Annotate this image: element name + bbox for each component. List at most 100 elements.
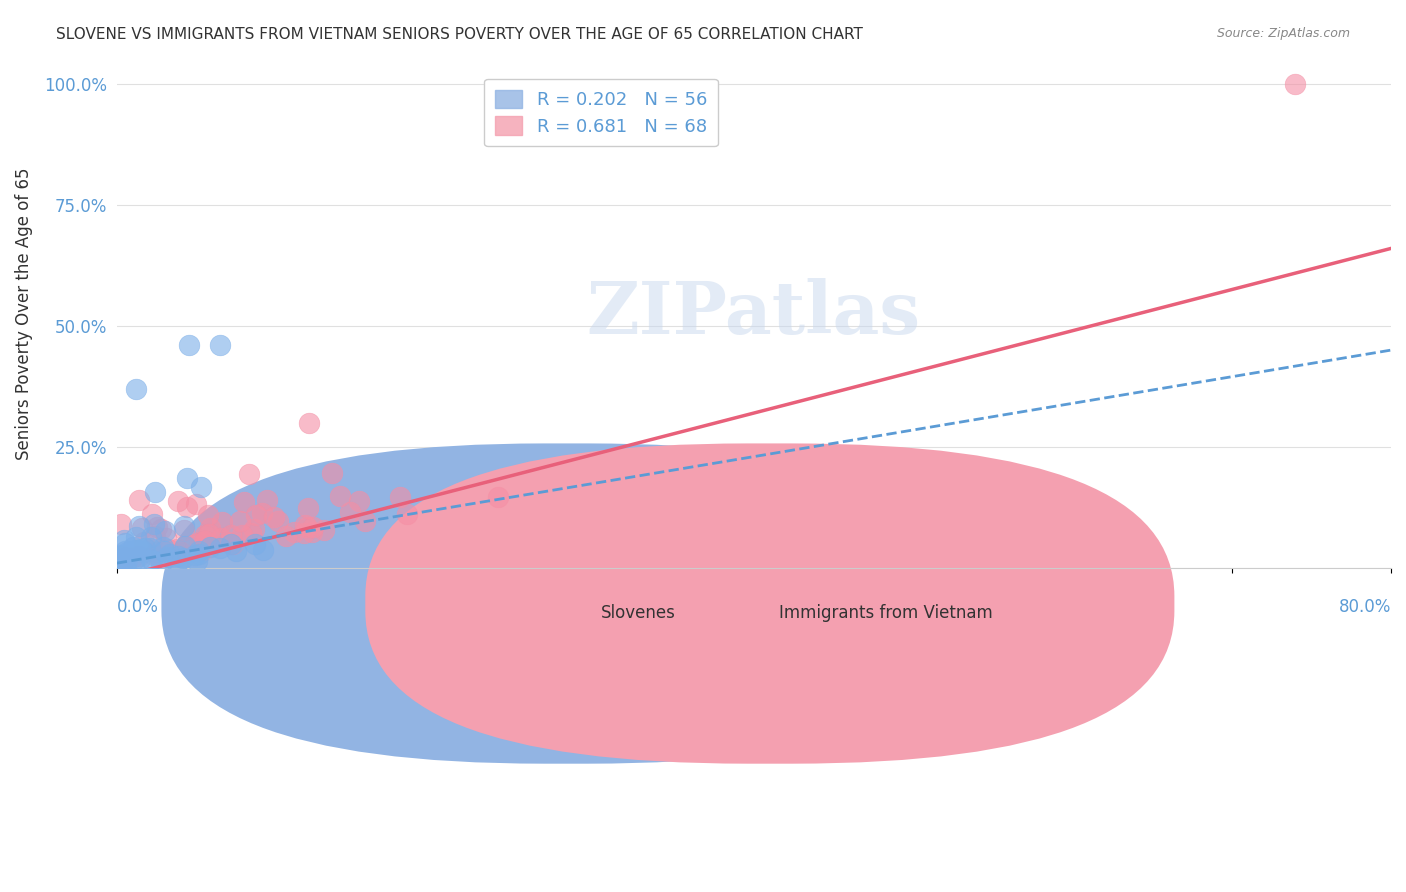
Point <box>238 467 260 482</box>
Point <box>129 552 152 566</box>
Point <box>108 553 131 567</box>
Text: SLOVENE VS IMMIGRANTS FROM VIETNAM SENIORS POVERTY OVER THE AGE OF 65 CORRELATIO: SLOVENE VS IMMIGRANTS FROM VIETNAM SENIO… <box>56 27 863 42</box>
Text: Slovenes: Slovenes <box>600 604 676 622</box>
Point <box>347 494 370 508</box>
Point <box>131 521 153 535</box>
Point <box>172 550 194 565</box>
Point <box>129 542 152 557</box>
Point <box>153 543 176 558</box>
Point <box>292 526 315 541</box>
Point <box>301 524 323 539</box>
Point <box>105 553 128 567</box>
Point <box>117 553 139 567</box>
Point <box>231 528 253 542</box>
Point <box>239 526 262 541</box>
Point <box>209 338 232 352</box>
Point <box>190 480 212 494</box>
Point <box>294 518 316 533</box>
Point <box>110 548 132 562</box>
Point <box>486 490 509 504</box>
Point <box>139 541 162 555</box>
Point <box>141 552 163 566</box>
Point <box>111 549 134 563</box>
Point <box>156 550 179 565</box>
Point <box>302 520 325 534</box>
Point <box>184 537 207 551</box>
Legend: R = 0.202   N = 56, R = 0.681   N = 68: R = 0.202 N = 56, R = 0.681 N = 68 <box>484 78 718 146</box>
Point <box>321 466 343 480</box>
Point <box>242 522 264 536</box>
Y-axis label: Seniors Poverty Over the Age of 65: Seniors Poverty Over the Age of 65 <box>15 168 32 460</box>
Point <box>267 514 290 528</box>
Point <box>219 537 242 551</box>
Point <box>339 505 361 519</box>
Point <box>314 523 336 537</box>
Point <box>208 541 231 556</box>
Point <box>174 539 197 553</box>
Point <box>173 524 195 538</box>
Point <box>122 540 145 554</box>
Point <box>114 549 136 564</box>
Text: Source: ZipAtlas.com: Source: ZipAtlas.com <box>1216 27 1350 40</box>
Point <box>107 549 129 563</box>
Point <box>198 520 221 534</box>
Point <box>110 552 132 566</box>
Point <box>176 500 198 515</box>
Point <box>114 535 136 549</box>
Point <box>229 514 252 528</box>
Point <box>166 493 188 508</box>
Point <box>184 497 207 511</box>
Point <box>124 530 146 544</box>
Point <box>188 547 211 561</box>
Point <box>225 544 247 558</box>
Point <box>134 535 156 549</box>
Point <box>127 542 149 557</box>
Point <box>396 507 419 521</box>
Point <box>153 544 176 558</box>
Point <box>166 556 188 570</box>
Point <box>177 338 200 352</box>
Point <box>125 382 148 396</box>
Point <box>173 518 195 533</box>
Point <box>193 542 215 557</box>
Point <box>298 416 321 430</box>
Point <box>170 545 193 559</box>
Point <box>122 553 145 567</box>
Point <box>159 547 181 561</box>
Text: 80.0%: 80.0% <box>1339 599 1391 616</box>
Point <box>143 517 166 532</box>
Point <box>143 548 166 562</box>
Point <box>112 533 135 547</box>
Point <box>209 532 232 546</box>
Point <box>219 528 242 542</box>
Point <box>145 545 167 559</box>
Point <box>222 537 245 551</box>
Point <box>149 558 172 572</box>
Point <box>233 495 256 509</box>
Point <box>128 518 150 533</box>
Point <box>354 514 377 528</box>
Point <box>134 541 156 555</box>
Point <box>217 535 239 549</box>
Point <box>143 529 166 543</box>
Point <box>110 517 132 532</box>
Point <box>128 493 150 508</box>
Point <box>198 540 221 554</box>
Point <box>139 530 162 544</box>
Point <box>149 523 172 537</box>
Point <box>297 500 319 515</box>
Point <box>295 519 318 533</box>
Text: 0.0%: 0.0% <box>117 599 159 616</box>
Point <box>194 533 217 548</box>
Point <box>328 489 350 503</box>
Point <box>187 543 209 558</box>
Point <box>1284 77 1306 91</box>
Point <box>152 540 174 554</box>
Point <box>388 491 411 505</box>
Point <box>141 553 163 567</box>
Text: Immigrants from Vietnam: Immigrants from Vietnam <box>779 604 993 622</box>
Point <box>155 531 177 545</box>
Point <box>141 507 163 521</box>
Point <box>132 545 155 559</box>
Point <box>143 485 166 500</box>
